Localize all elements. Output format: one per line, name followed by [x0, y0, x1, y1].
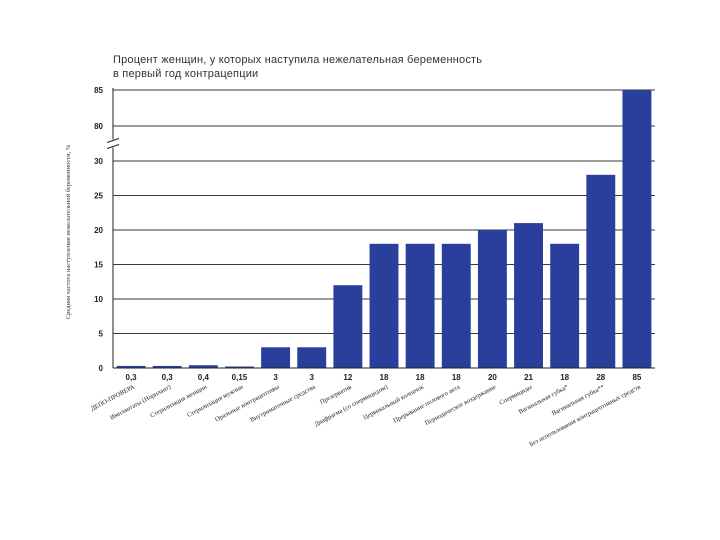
axis-break-mark-top [106, 138, 120, 143]
category-label-4: Оральные контрацептивы [214, 383, 281, 423]
bar-3 [225, 366, 254, 368]
value-label-13: 28 [596, 373, 605, 382]
category-label-1: Имплантаты (Норплант) [109, 384, 172, 422]
y-tick-80: 80 [94, 122, 103, 131]
y-tick-15: 15 [94, 261, 103, 270]
y-axis-ticks: 0 5 10 15 20 25 30 80 85 [94, 86, 103, 373]
bar-9 [441, 243, 471, 368]
value-label-7: 18 [380, 373, 389, 382]
bar-10 [477, 230, 507, 368]
y-tick-0: 0 [99, 364, 104, 373]
bar-4 [261, 347, 291, 368]
value-label-14: 85 [632, 373, 641, 382]
y-tick-85: 85 [94, 86, 103, 95]
value-label-12: 18 [560, 373, 569, 382]
category-label-8: Цервикальный колпачок [362, 383, 426, 421]
bar-11 [514, 223, 543, 368]
value-label-11: 21 [524, 373, 533, 382]
bar-7 [369, 243, 399, 368]
bar-6 [333, 285, 363, 368]
y-tick-25: 25 [94, 192, 103, 201]
category-label-10: Периодическое воздержание [424, 384, 498, 428]
y-axis-label: Средняя частота наступления нежелательно… [65, 144, 72, 319]
value-label-8: 18 [416, 373, 425, 382]
value-label-10: 20 [488, 373, 497, 382]
bar-13 [586, 174, 616, 368]
y-tick-30: 30 [94, 157, 103, 166]
value-label-5: 3 [310, 373, 315, 382]
bar-8 [405, 243, 435, 368]
y-tick-5: 5 [99, 330, 104, 339]
value-label-3: 0,15 [232, 373, 248, 382]
category-label-5: Внутриматочные средства [249, 384, 317, 424]
bar-1 [152, 365, 182, 368]
axis-break-gap [107, 139, 119, 148]
bar-12 [550, 243, 580, 368]
axes [106, 88, 655, 369]
bars [116, 90, 652, 368]
bar-2 [188, 365, 218, 368]
value-label-0: 0,3 [126, 373, 138, 382]
chart-title-line-1: Процент женщин, у которых наступила неже… [113, 54, 482, 66]
axis-break-mark-bottom [106, 144, 120, 149]
chart-title-line-2: в первый год контрацепции [113, 68, 258, 80]
y-tick-10: 10 [94, 295, 103, 304]
value-label-1: 0,3 [162, 373, 174, 382]
value-label-4: 3 [273, 373, 278, 382]
bar-0 [116, 365, 146, 368]
value-labels: 0,3 0,3 0,4 0,15 3 3 12 18 18 18 20 21 18 28 85 [126, 373, 642, 382]
value-label-6: 12 [343, 373, 352, 382]
value-label-2: 0,4 [198, 373, 210, 382]
y-tick-20: 20 [94, 226, 103, 235]
bar-5 [297, 347, 327, 368]
bar-14 [622, 90, 652, 368]
value-label-9: 18 [452, 373, 461, 382]
